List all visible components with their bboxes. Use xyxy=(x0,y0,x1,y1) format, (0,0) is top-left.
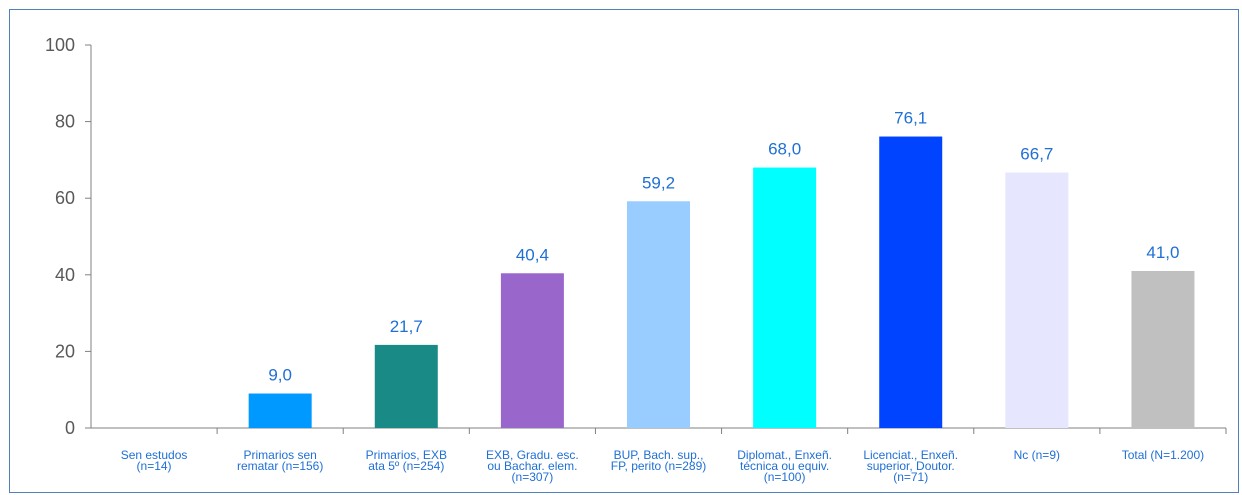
category-label: ou Bachar. elem. xyxy=(487,459,577,473)
value-label: 41,0 xyxy=(1146,243,1179,262)
category-label: EXB, Gradu. esc. xyxy=(486,448,579,462)
category-label: ata 5º (n=254) xyxy=(368,459,444,473)
value-label: 21,7 xyxy=(390,317,423,336)
value-label: 76,1 xyxy=(894,109,927,128)
bar xyxy=(627,201,690,428)
bar xyxy=(1131,270,1195,428)
value-label: 59,2 xyxy=(642,173,675,192)
y-tick-label: 100 xyxy=(45,35,75,55)
category-label: (n=71) xyxy=(893,470,928,484)
category-label: Sen estudos xyxy=(121,448,188,462)
category-label: BUP, Bach. sup., xyxy=(614,448,704,462)
y-tick-label: 40 xyxy=(55,265,75,285)
value-label: 68,0 xyxy=(768,140,801,159)
bar xyxy=(753,167,817,428)
bar xyxy=(374,344,438,428)
value-label: 66,7 xyxy=(1020,145,1053,164)
y-tick-label: 60 xyxy=(55,188,75,208)
bar xyxy=(248,393,312,428)
value-label: 9,0 xyxy=(268,366,292,385)
category-label: técnica ou equiv. xyxy=(740,459,829,473)
category-label: (n=14) xyxy=(137,459,172,473)
category-label: superior, Doutor. xyxy=(867,459,955,473)
category-label: Licenciat., Enxeñ. xyxy=(863,448,958,462)
category-label: (n=100) xyxy=(764,470,806,484)
category-label: Primarios sen xyxy=(243,448,316,462)
category-label: Primarios, EXB xyxy=(366,448,447,462)
chart-frame xyxy=(9,9,1239,493)
category-label: Total (N=1.200) xyxy=(1122,448,1204,462)
bars xyxy=(248,136,1195,429)
category-label: (n=307) xyxy=(512,470,554,484)
y-tick-label: 20 xyxy=(55,341,75,361)
category-label: Nc (n=9) xyxy=(1014,448,1060,462)
category-label: FP, perito (n=289) xyxy=(611,459,707,473)
bar xyxy=(500,273,564,428)
value-label: 40,4 xyxy=(516,245,549,264)
bar xyxy=(879,136,943,429)
y-axis-ticks: 0 20 40 60 80 100 xyxy=(45,35,91,438)
category-label: rematar (n=156) xyxy=(237,459,323,473)
y-tick-label: 0 xyxy=(65,418,75,438)
value-labels: 9,0 21,7 40,4 59,2 68,0 76,1 66,7 41,0 xyxy=(268,109,1179,385)
category-label: Diplomat., Enxeñ. xyxy=(737,448,832,462)
bar xyxy=(1005,172,1069,428)
y-tick-label: 80 xyxy=(55,112,75,132)
